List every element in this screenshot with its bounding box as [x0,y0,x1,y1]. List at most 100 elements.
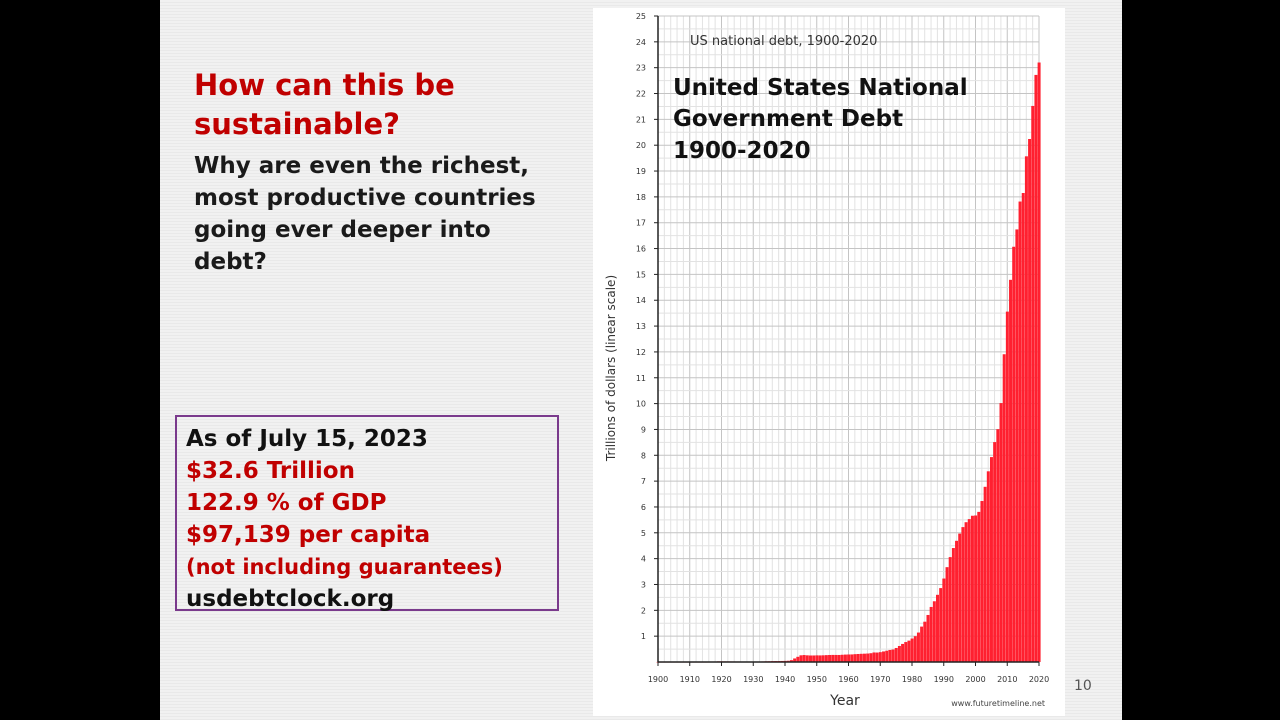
y-tick-label: 24 [636,38,646,47]
bar-1987 [932,601,936,662]
bar-2007 [996,429,1000,662]
x-tick-label: 1950 [807,675,827,684]
y-tick-label: 11 [636,374,646,383]
per-capita-line: $97,139 per capita [186,522,431,548]
bar-1956 [834,654,838,662]
bar-1942 [789,660,793,662]
bar-1949 [812,655,816,662]
y-tick-label: 1 [641,632,646,641]
bar-1986 [929,606,933,662]
x-tick-label: 2020 [1029,675,1049,684]
y-tick-label: 20 [636,141,646,150]
bar-2001 [977,511,981,662]
bar-1951 [818,655,822,662]
slide-question: Why are even the richest, most productiv… [194,153,536,275]
chart-title-line-2: Government Debt [673,106,903,132]
bar-1959 [843,654,847,662]
y-tick-label: 3 [641,580,646,589]
bar-1954 [828,654,832,662]
bar-2017 [1028,138,1032,662]
bar-1966 [866,653,870,662]
bar-1989 [939,588,943,662]
bar-1985 [926,614,930,662]
y-tick-labels: 1234567891011121314151617181920212223242… [636,12,658,641]
x-axis-label: Year [829,693,860,709]
y-tick-label: 22 [636,90,646,99]
chart-bars [656,62,1041,663]
x-tick-label: 1940 [775,675,795,684]
bar-2002 [980,501,984,662]
slide: How can this be sustainable? Why are eve… [160,0,1122,720]
y-tick-label: 4 [641,555,646,564]
debt-info-box: As of July 15, 2023 $32.6 Trillion 122.9… [175,415,559,612]
bar-1945 [799,655,803,662]
bar-1964 [859,653,863,662]
bar-1993 [951,548,955,662]
bar-1984 [923,621,927,662]
bar-1950 [815,655,819,662]
bar-2015 [1021,193,1025,662]
x-tick-label: 1930 [743,675,763,684]
bar-1946 [802,655,806,662]
y-tick-label: 5 [641,529,646,538]
y-tick-label: 8 [641,451,646,460]
bar-1971 [882,651,886,662]
y-tick-label: 13 [636,322,646,331]
bar-1963 [856,653,860,662]
debt-chart: 1234567891011121314151617181920212223242… [604,12,1049,709]
debt-chart-panel: 1 2 3 4 5 6 7 8 9 10 11 12 13 14 15 16 17 18 19 20 21 22 23 24 2… [593,8,1065,716]
y-tick-label: 18 [636,193,646,202]
slide-headline: How can this be sustainable? [194,68,455,141]
bar-2011 [1009,279,1013,662]
bar-2016 [1024,156,1028,662]
bar-1969 [875,652,879,662]
bar-1996 [961,527,965,662]
y-tick-label: 7 [641,477,646,486]
y-tick-label: 10 [636,400,646,409]
bar-2006 [993,442,997,662]
bar-1976 [897,645,901,662]
gdp-ratio-line: 122.9 % of GDP [186,490,387,516]
bar-1980 [910,638,914,662]
bar-2003 [983,486,987,662]
bar-2009 [1002,354,1006,662]
y-tick-label: 15 [636,270,646,279]
bar-1944 [796,656,800,662]
bar-1978 [904,642,908,662]
bar-1991 [945,567,949,662]
bar-2010 [1005,311,1009,662]
bar-2005 [989,457,993,662]
bar-1974 [891,649,895,662]
bar-1979 [907,640,911,662]
date-line: As of July 15, 2023 [186,426,428,452]
bar-1961 [850,654,854,662]
x-tick-label: 1910 [680,675,700,684]
bar-1948 [809,655,812,662]
x-tick-label: 1920 [711,675,731,684]
guarantees-note-line: (not including guarantees) [186,555,503,579]
bar-1988 [936,594,939,662]
bar-1998 [967,519,971,662]
y-tick-label: 17 [636,219,646,228]
bar-1967 [869,653,873,662]
bar-2019 [1034,74,1038,662]
debt-total-line: $32.6 Trillion [186,458,355,484]
bar-1981 [913,636,917,662]
y-tick-label: 9 [641,425,646,434]
bar-1972 [885,650,889,662]
y-tick-label: 16 [636,245,646,254]
bar-2000 [974,515,978,662]
bar-2008 [999,403,1003,662]
bar-1970 [878,652,882,662]
bar-1997 [964,522,968,662]
bar-1965 [862,653,866,662]
bar-1957 [837,654,841,662]
chart-source-credit: www.futuretimeline.net [951,699,1045,708]
bar-1990 [942,578,946,662]
page-number: 10 [1074,678,1092,694]
y-axis-label: Trillions of dollars (linear scale) [604,275,618,462]
bar-2020 [1037,62,1041,662]
x-tick-labels: 1900 1910 1920 1930 1940 1950 1960 1970 1980 1990… [648,662,1049,684]
y-tick-label: 23 [636,64,646,73]
bar-1983 [920,626,924,662]
